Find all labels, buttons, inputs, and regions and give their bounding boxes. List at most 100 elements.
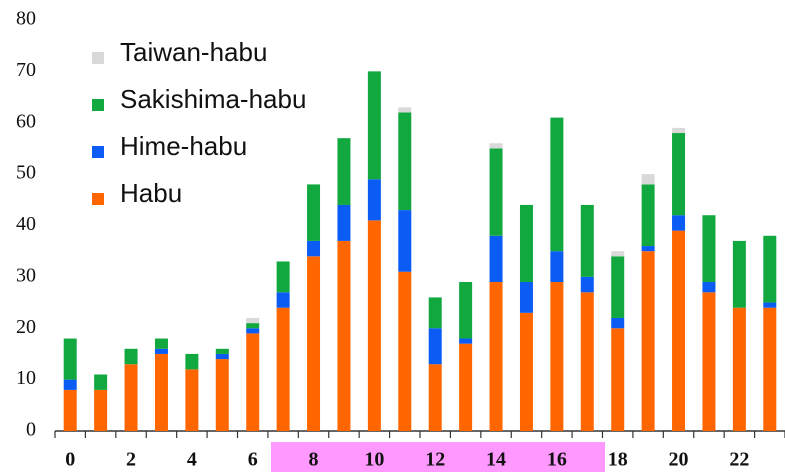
bar-segment [611,317,625,329]
bar-segment [428,297,442,329]
bar-segment [641,184,655,247]
bar-segment [702,292,716,431]
bar-segment [215,353,229,360]
legend-swatch [92,99,104,111]
bar-segment [124,348,138,365]
legend-label: Habu [120,178,182,208]
bar-segment [307,184,321,241]
bar-segment [124,364,138,431]
bar-segment [185,369,199,431]
legend-swatch [92,146,104,158]
x-tick-label: 10 [364,449,384,471]
bar-segment [519,282,533,313]
y-tick-label: 80 [16,8,36,30]
bar-segment [641,251,655,431]
y-tick-label: 50 [16,162,36,184]
bar-segment [489,282,503,431]
bar-segment [337,204,351,241]
bar-segment [63,379,77,390]
bar-segment [519,312,533,431]
y-tick-label: 10 [16,367,36,389]
bar-segment [580,292,594,431]
bar-segment [550,282,564,431]
x-tick-label: 2 [126,449,136,471]
bar-segment [154,348,168,354]
legend-label: Hime-habu [120,131,247,161]
bar-segment [489,235,503,283]
bar-segment [641,174,655,185]
bar-segment [641,246,655,252]
bar-segment [246,323,260,329]
bar-segment [367,179,381,221]
bar-segment [246,328,260,334]
bar-segment [337,138,351,205]
x-tick-label: 4 [187,449,197,471]
bar-segment [185,353,199,370]
legend-swatch [92,193,104,205]
bar-segment [337,240,351,431]
bar-segment [519,204,533,283]
bar-segment [763,235,777,303]
bar-segment [215,359,229,431]
x-tick-label: 16 [547,449,567,471]
bar-segment [672,133,686,216]
bar-segment [672,230,686,431]
x-tick-label: 8 [309,449,319,471]
bar-segment [611,328,625,431]
bar-segment [428,328,442,365]
bar-segment [63,389,77,431]
bar-segment [702,215,716,283]
bar-segment [428,364,442,431]
bar-segment [94,374,108,390]
bar-segment [398,210,412,272]
legend-label: Taiwan-habu [120,37,267,67]
bar-segment [732,307,746,431]
y-tick-label: 70 [16,59,36,81]
bar-segment [94,389,108,431]
y-tick-label: 40 [16,213,36,235]
bar-segment [276,292,290,308]
x-tick-label: 14 [486,449,506,471]
bar-segment [763,307,777,431]
bar-segment [154,338,168,349]
bar-segment [307,240,321,257]
bar-segment [580,276,594,293]
bar-segment [246,333,260,431]
legend-label: Sakishima-habu [120,84,306,114]
bar-segment [398,271,412,431]
y-tick-label: 60 [16,110,36,132]
y-tick-label: 20 [16,316,36,338]
bar-segment [63,338,77,380]
bar-segment [550,117,564,252]
bar-segment [367,71,381,180]
bar-segment [672,127,686,134]
bar-segment [489,148,503,236]
highlight-band [271,442,605,472]
bar-segment [398,112,412,211]
bar-segment [459,338,473,344]
bar-segment [580,204,594,277]
bar-segment [732,240,746,308]
bar-segment [367,220,381,431]
bar-segment [489,143,503,149]
bar-segment [459,343,473,431]
bar-segment [611,256,625,318]
x-tick-label: 22 [729,449,749,471]
bar-segment [307,256,321,431]
bar-segment [276,261,290,293]
x-tick-label: 12 [425,449,445,471]
bar-segment [702,282,716,293]
bar-segment [398,107,412,113]
bar-segment [672,215,686,231]
bar-segment [763,302,777,308]
legend-swatch [92,52,104,64]
y-tick-label: 30 [16,264,36,286]
bar-segment [550,251,564,283]
x-tick-label: 18 [608,449,628,471]
bar-segment [154,353,168,431]
x-tick-label: 6 [248,449,258,471]
y-tick-label: 0 [26,419,36,441]
x-tick-label: 20 [669,449,689,471]
bar-segment [246,317,260,324]
